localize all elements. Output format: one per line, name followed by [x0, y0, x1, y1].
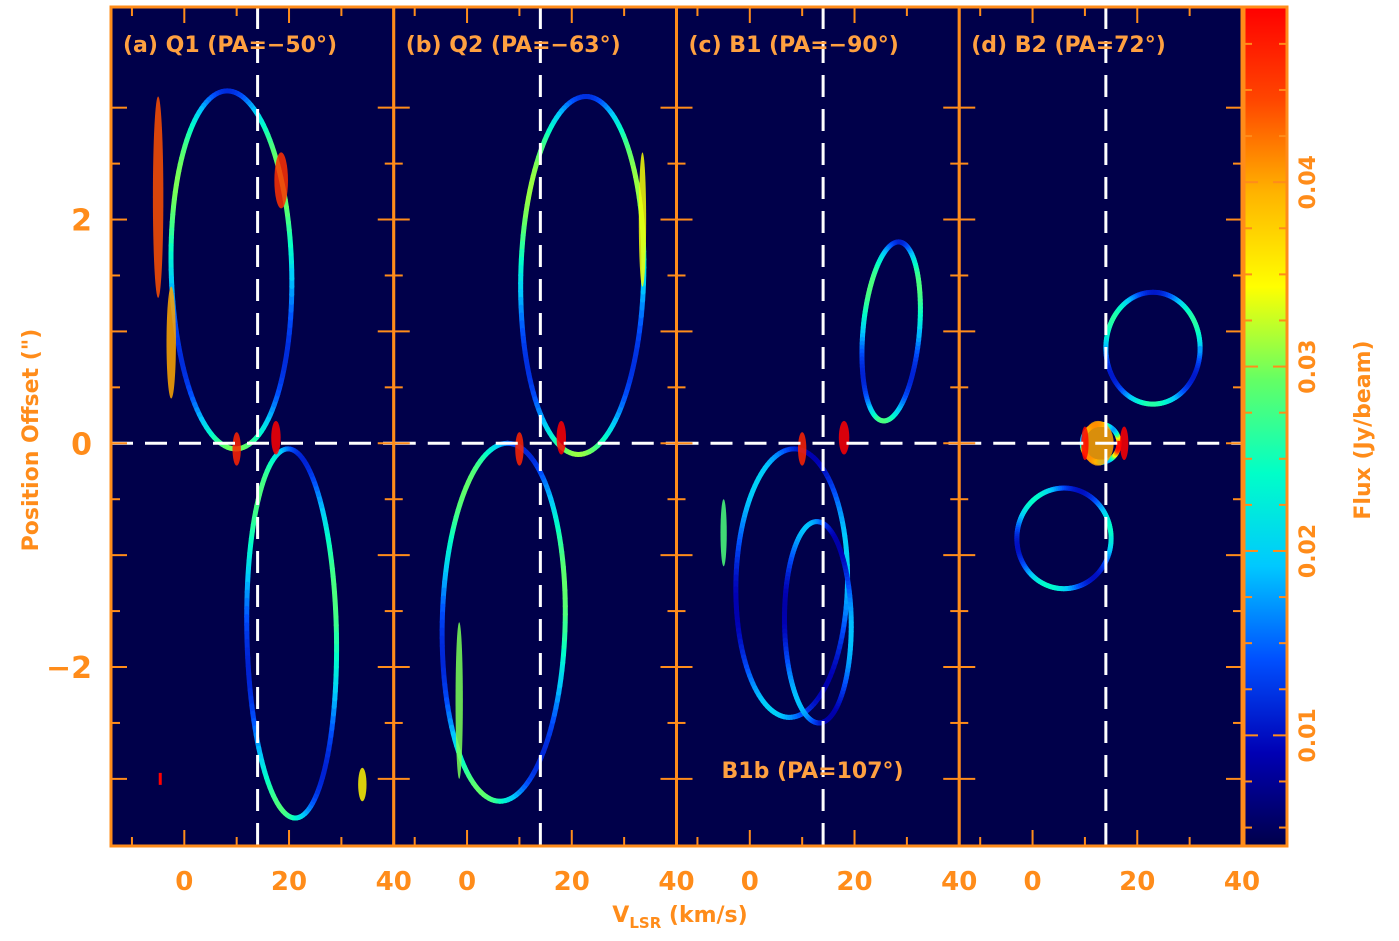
emission-peak [152, 96, 164, 298]
emission-peak [166, 286, 176, 399]
emission-arc [733, 446, 851, 720]
beam-marker [158, 772, 162, 785]
x-tick-label: 20 [836, 867, 872, 897]
x-tick-label: 0 [458, 867, 476, 897]
emission-peak [1081, 426, 1089, 461]
x-tick-label: 40 [658, 867, 694, 897]
x-axis-label: VLSR (km/s) [612, 903, 747, 932]
emission [152, 88, 367, 821]
emission-peak [271, 420, 281, 455]
y-axis-label: Position Offset (") [19, 329, 44, 552]
y-tick-label: 2 [71, 204, 92, 239]
emission-arc [244, 446, 340, 821]
panel-4: 0 20 40 (d) B2 (PA=72°) [957, 5, 1260, 897]
y-tick-label: 0 [71, 427, 92, 462]
emission-peak [358, 767, 367, 802]
panel-frame [957, 5, 1244, 848]
panel-label: (a) Q1 (PA=−50°) [123, 33, 337, 58]
colorbar-gradient [1242, 5, 1289, 848]
emission-peak [797, 432, 807, 466]
colorbar: 0.01 0.02 0.03 0.04 [1242, 5, 1321, 848]
emission-peak [556, 420, 567, 455]
panel-3: 0 20 40 (c) B1 (PA=−90°) B1b (PA=107°) [675, 5, 977, 897]
colorbar-tick-label: 0.04 [1296, 155, 1321, 209]
emission-peak [720, 499, 727, 567]
panel-2: 0 20 40 (b) Q2 (PA=−63°) [392, 5, 695, 897]
emission-peak [638, 152, 647, 287]
x-tick-label: 20 [1119, 867, 1155, 897]
colorbar-label: Flux (Jy/beam) [1351, 340, 1376, 519]
emission-arc [859, 239, 923, 424]
x-tick-label: 20 [271, 867, 307, 897]
panel-background [676, 7, 960, 846]
panel-label: (d) B2 (PA=72°) [971, 33, 1166, 58]
panel-label: (b) Q2 (PA=−63°) [406, 33, 621, 58]
panel-1: 0 20 40 (a) Q1 (PA=−50°) [109, 5, 412, 897]
colorbar-tick-label: 0.01 [1296, 708, 1321, 762]
axis-labels: VLSR (km/s) Position Offset (") Flux (Jy… [19, 329, 1376, 932]
x-tick-label: 0 [1024, 867, 1042, 897]
x-axis-label-subscript: LSR [629, 914, 661, 932]
emission-peak [1119, 426, 1129, 461]
emission [439, 93, 647, 804]
x-tick-label: 40 [941, 867, 977, 897]
x-tick-label: 0 [741, 867, 759, 897]
x-tick-label: 0 [175, 867, 193, 897]
emission-peak [515, 432, 524, 466]
x-tick-label: 20 [554, 867, 590, 897]
x-tick-label: 40 [1224, 867, 1260, 897]
emission-peak [232, 432, 241, 466]
panels: 0 20 40(a) Q1 (PA=−50°)0 20 40(b) Q2 (PA=−63… [46, 5, 1260, 897]
panel-extra-label: B1b (PA=107°) [722, 759, 904, 784]
emission-peak [455, 622, 463, 779]
emission [720, 239, 923, 726]
emission-arc [782, 519, 854, 726]
panel-label: (c) B1 (PA=−90°) [689, 33, 899, 58]
x-tick-label: 40 [376, 867, 412, 897]
y-tick-label: −2 [46, 651, 92, 686]
colorbar-tick-label: 0.02 [1296, 524, 1321, 578]
panel-background [393, 7, 677, 846]
emission-peak [838, 420, 850, 455]
emission-peak [274, 152, 288, 209]
colorbar-tick-label: 0.03 [1296, 339, 1321, 393]
